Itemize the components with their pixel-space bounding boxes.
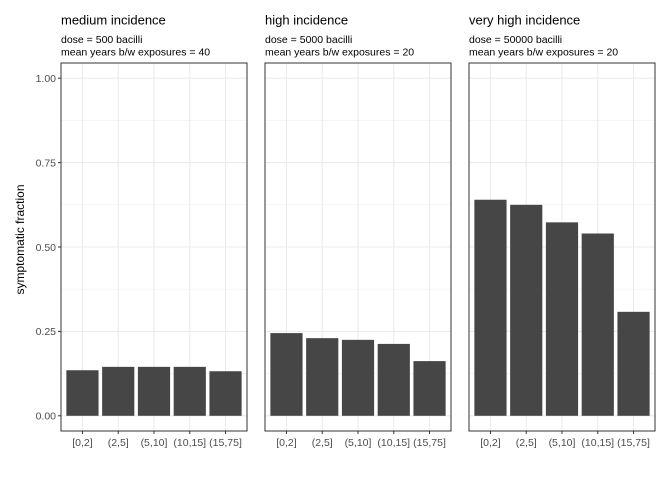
bar (581, 233, 614, 416)
bar (341, 339, 375, 416)
bar (209, 371, 242, 416)
facet-subtitle-line: mean years b/w exposures = 40 (61, 47, 210, 59)
y-axis-title: symptomatic fraction (13, 184, 27, 294)
x-tick-label: (15,75] (413, 437, 446, 449)
y-tick-label: 0.75 (36, 157, 57, 169)
bar (617, 311, 650, 416)
x-tick-label: (10,15] (173, 437, 206, 449)
facet-subtitle-line: mean years b/w exposures = 20 (265, 47, 414, 59)
x-tick-label: (5,10] (549, 437, 576, 449)
y-tick-label: 0.25 (36, 326, 57, 338)
bar (413, 361, 446, 416)
x-tick-label: (2,5] (516, 437, 537, 449)
x-tick-label: (5,10] (345, 437, 372, 449)
bar (545, 222, 579, 416)
x-tick-label: (2,5] (312, 437, 333, 449)
bar (474, 199, 507, 416)
bar (66, 370, 99, 416)
facet-panel: very high incidence dose = 50000 bacillim… (468, 13, 656, 449)
facet-subtitle-line: mean years b/w exposures = 20 (469, 47, 618, 59)
x-tick-label: (5,10] (141, 437, 168, 449)
y-tick-label: 0.00 (36, 411, 57, 423)
bar (510, 204, 543, 416)
bar (270, 333, 303, 416)
y-tick-label: 0.50 (36, 242, 57, 254)
facet-subtitle-line: dose = 50000 bacilli (469, 34, 562, 46)
x-tick-label: (2,5] (108, 437, 129, 449)
facet-title: high incidence (265, 13, 348, 28)
facet-subtitle-line: dose = 5000 bacilli (265, 34, 352, 46)
x-tick-label: (10,15] (581, 437, 614, 449)
x-tick-label: (10,15] (377, 437, 410, 449)
x-tick-label: (15,75] (209, 437, 242, 449)
bar (102, 366, 135, 416)
facet-title: very high incidence (469, 13, 580, 28)
x-tick-label: [0,2] (72, 437, 93, 449)
bar (173, 366, 206, 416)
bar (137, 366, 171, 416)
y-tick-label: 1.00 (36, 73, 57, 85)
x-tick-label: [0,2] (276, 437, 297, 449)
bar (306, 338, 339, 416)
x-tick-label: (15,75] (617, 437, 650, 449)
facet-subtitle-line: dose = 500 bacilli (61, 34, 142, 46)
facet-title: medium incidence (61, 13, 166, 28)
bar (377, 343, 410, 416)
x-tick-label: [0,2] (480, 437, 501, 449)
